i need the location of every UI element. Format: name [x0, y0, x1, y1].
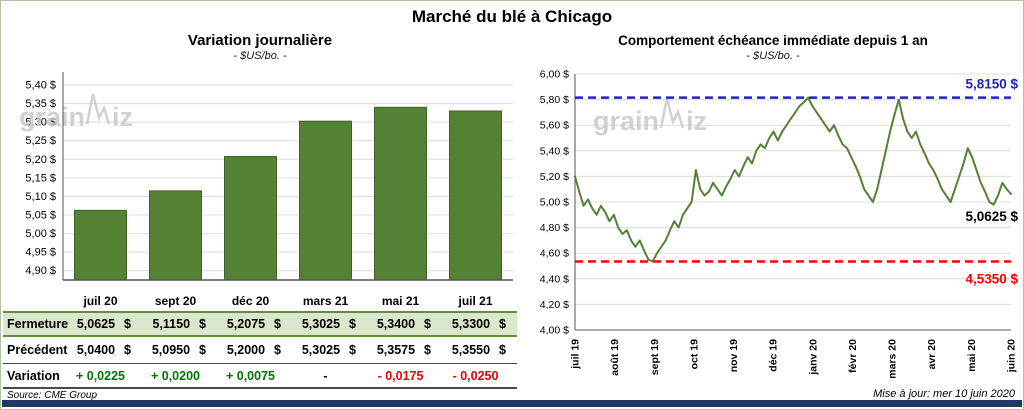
y-tick-label: 4,95 $	[25, 247, 56, 259]
table-cell: 5,3550 $	[451, 343, 506, 357]
y-tick-label: 4,20 $	[540, 299, 569, 311]
category-label: déc 20	[231, 294, 270, 308]
line-chart-svg: 4,00 $ 4,20 $ 4,40 $ 4,60 $ 4,80 $ 5,00 $ 5,20…	[540, 69, 1019, 379]
svg-text:iz: iz	[686, 106, 707, 136]
page-title: Marché du blé à Chicago	[411, 7, 613, 26]
summary-table: Fermeture 5,0625 $ 5,1150 $ 5,2075 $ 5,3025 $ 5,3…	[3, 311, 517, 389]
y-tick-label: 5,00 $	[25, 228, 56, 240]
y-tick-label: 5,30 $	[25, 117, 56, 129]
x-tick-label: mai 20	[966, 339, 978, 372]
update-note: Mise à jour: mer 10 juin 2020	[873, 388, 1015, 400]
category-label: juil 20	[83, 294, 118, 308]
x-tick-label: nov 19	[728, 339, 740, 372]
table-cell: 5,3025 $	[301, 317, 356, 331]
x-tick-label: août 19	[609, 339, 621, 376]
source-note: Source: CME Group	[7, 390, 98, 401]
y-tick-label: 5,20 $	[540, 171, 569, 183]
y-tick-label: 5,25 $	[25, 135, 56, 147]
x-tick-label: mars 20	[887, 339, 899, 379]
bottom-bar	[2, 400, 1022, 407]
x-tick-label: juil 19	[570, 339, 582, 370]
bar	[374, 106, 427, 281]
category-label: mai 21	[381, 294, 420, 308]
table-cell: 5,3300 $	[451, 317, 506, 331]
table-row-variation: Variation + 0,0225 + 0,0200 + 0,0075 - - 0,01…	[3, 363, 517, 389]
category-label: sept 20	[154, 294, 197, 308]
category-label: juil 21	[458, 294, 493, 308]
bar-chart-svg: 4,90 $ 4,95 $ 5,00 $ 5,05 $ 5,10 $ 5,15 $ 5,20…	[19, 72, 513, 281]
row-label: Fermeture	[7, 317, 69, 331]
daily-variation-panel: Variation journalière - $US/bo. - 4,90 $…	[3, 31, 517, 389]
bar-chart: 4,90 $ 4,95 $ 5,00 $ 5,05 $ 5,10 $ 5,15 $ 5,20…	[3, 64, 517, 291]
bar	[449, 110, 502, 281]
bar	[149, 190, 202, 281]
bar	[224, 156, 277, 281]
watermark-logo: grain iz	[19, 93, 133, 132]
y-tick-label: 5,80 $	[540, 94, 569, 106]
y-tick-label: 5,00 $	[540, 197, 569, 209]
row-label: Variation	[7, 368, 60, 383]
table-cell: + 0,0200	[150, 368, 200, 383]
bar-chart-title: Variation journalière	[187, 32, 333, 49]
y-tick-label: 4,60 $	[540, 248, 569, 260]
table-cell: 5,2000 $	[226, 343, 281, 357]
low-value-label: 4,5350 $	[965, 272, 1018, 287]
x-tick-label: juin 20	[1006, 339, 1018, 373]
bar-chart-subtitle: - $US/bo. -	[233, 50, 287, 62]
last-close-label: 5,0625 $	[965, 209, 1018, 224]
y-tick-label: 5,35 $	[25, 98, 56, 110]
table-cell: - 0,0175	[377, 368, 424, 383]
y-tick-label: 4,00 $	[540, 325, 569, 337]
row-label: Précédent	[7, 343, 68, 357]
table-cell: 5,0625 $	[76, 317, 131, 331]
table-cell: -	[323, 368, 328, 383]
x-tick-label: avr 20	[926, 339, 938, 370]
x-tick-label: oct 19	[688, 339, 700, 370]
category-label: mars 21	[302, 294, 349, 308]
svg-text:grain: grain	[593, 106, 659, 136]
table-cell: + 0,0225	[75, 368, 125, 383]
y-tick-label: 4,80 $	[540, 222, 569, 234]
price-line	[574, 96, 1012, 263]
table-row-precedent: Précédent 5,0400 $ 5,0950 $ 5,2000 $ 5,3025 $ 5,3…	[3, 337, 517, 363]
x-tick-label: janv 20	[807, 339, 819, 376]
line-chart-title: Comportement échéance immédiate depuis 1…	[618, 33, 928, 48]
table-cell: + 0,0075	[225, 368, 275, 383]
y-tick-label: 5,15 $	[25, 172, 56, 184]
table-cell: 5,2075 $	[226, 317, 281, 331]
x-tick-label: sept 19	[649, 339, 661, 375]
bar-chart-categories: juil 20 sept 20 déc 20 mars 21 mai 21 juil 21	[3, 291, 517, 311]
y-tick-label: 6,00 $	[540, 69, 569, 81]
y-tick-label: 5,10 $	[25, 191, 56, 203]
table-cell: 5,0950 $	[151, 343, 206, 357]
table-cell: - 0,0250	[452, 368, 499, 383]
bar	[74, 209, 127, 281]
line-chart-subtitle: - $US/bo. -	[746, 50, 800, 62]
high-value-label: 5,8150 $	[965, 77, 1018, 92]
table-cell: 5,3575 $	[376, 343, 431, 357]
y-tick-label: 5,20 $	[25, 154, 56, 166]
bar	[299, 120, 352, 281]
watermark-logo: grain iz	[593, 97, 707, 136]
y-tick-label: 5,60 $	[540, 120, 569, 132]
line-chart: 4,00 $ 4,20 $ 4,40 $ 4,60 $ 4,80 $ 5,00 $ 5,20…	[523, 64, 1023, 401]
table-cell: 5,0400 $	[76, 343, 131, 357]
y-tick-label: 4,90 $	[25, 265, 56, 277]
one-year-panel: Comportement échéance immédiate depuis 1…	[523, 31, 1023, 401]
table-row-fermeture: Fermeture 5,0625 $ 5,1150 $ 5,2075 $ 5,3025 $ 5,3…	[3, 311, 517, 337]
y-tick-label: 5,40 $	[540, 145, 569, 157]
table-cell: 5,3400 $	[376, 317, 431, 331]
svg-text:iz: iz	[112, 102, 133, 132]
y-tick-label: 4,40 $	[540, 273, 569, 285]
y-tick-label: 5,05 $	[25, 210, 56, 222]
table-cell: 5,3025 $	[301, 343, 356, 357]
table-cell: 5,1150 $	[152, 317, 207, 331]
svg-text:grain: grain	[19, 102, 85, 132]
y-tick-label: 5,40 $	[25, 80, 56, 92]
x-tick-label: déc 19	[768, 339, 780, 372]
x-tick-label: févr 20	[847, 339, 859, 373]
